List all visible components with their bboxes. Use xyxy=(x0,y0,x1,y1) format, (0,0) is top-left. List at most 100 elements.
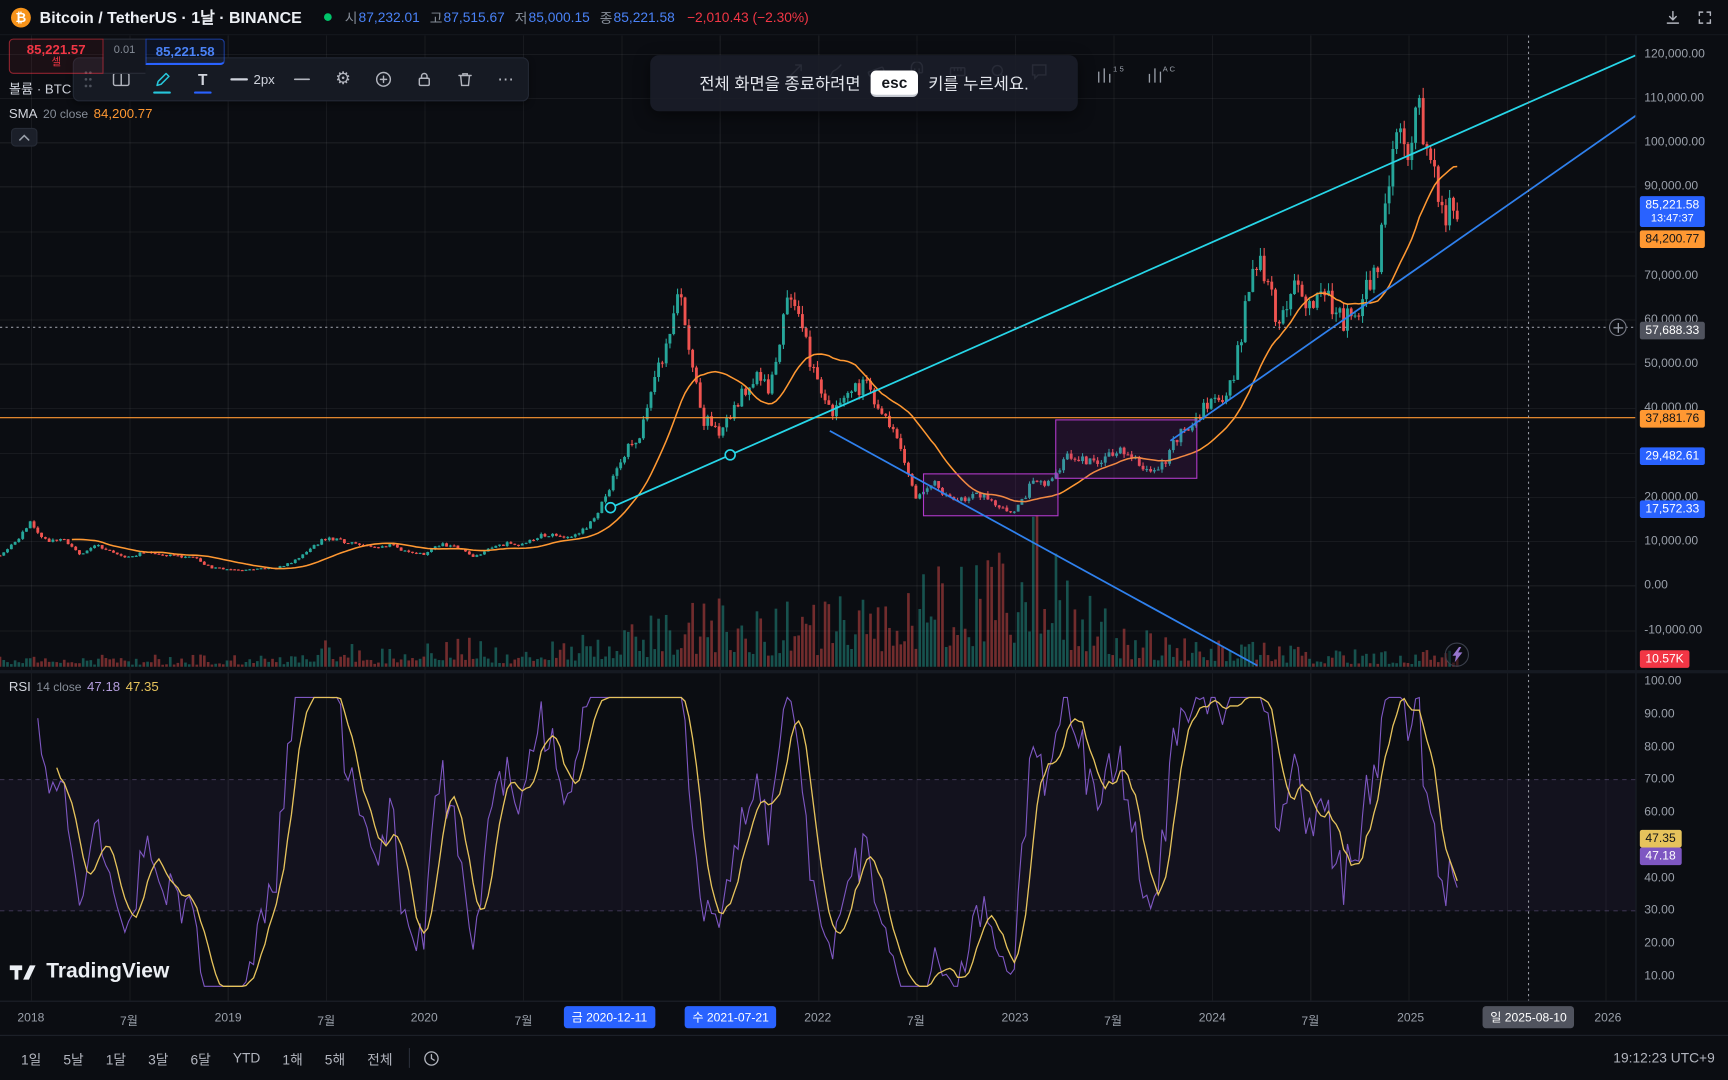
delete-button[interactable] xyxy=(452,63,478,96)
range-button-1일[interactable]: 1일 xyxy=(13,1044,49,1072)
realtime-button[interactable] xyxy=(419,1046,443,1070)
top-bar: ₿ Bitcoin / TetherUS · 1날 · BINANCE 시 87,… xyxy=(0,0,1728,36)
time-axis-label: 7월 xyxy=(119,1014,138,1029)
time-axis[interactable]: 2018 7월 2019 7월 2020 7월 2022 7월 2023 7월 2024 7월 2025… xyxy=(0,1000,1728,1035)
buy-button[interactable]: 85,221.58 xyxy=(145,38,225,66)
time-axis-label: 7월 xyxy=(906,1014,925,1029)
line-width-icon xyxy=(230,78,248,81)
time-axis-label: 2018 xyxy=(17,1011,45,1025)
time-axis-label: 7월 xyxy=(1301,1014,1320,1029)
lock-button[interactable] xyxy=(411,63,437,96)
buy-price: 85,221.58 xyxy=(155,43,215,59)
bar-pattern-15-button[interactable]: 1 5 xyxy=(1087,57,1129,94)
time-axis-label: 2023 xyxy=(1001,1011,1029,1025)
range-button-YTD[interactable]: YTD xyxy=(225,1047,268,1069)
more-button[interactable]: ⋯ xyxy=(493,63,519,96)
drawing-price-badge-low: 17,572.33 xyxy=(1639,500,1705,518)
time-axis-badge: 수 2021-07-21 xyxy=(684,1006,777,1029)
topbar-actions xyxy=(1661,5,1717,29)
price-axis[interactable]: 130,000.00120,000.00110,000.00100,000.00… xyxy=(1635,2,1728,1001)
rsi-value: 47.18 xyxy=(87,678,121,695)
price-change: −2,010.43 (−2.30%) xyxy=(686,9,809,25)
plus-icon xyxy=(1612,322,1623,333)
fullscreen-icon xyxy=(1698,10,1712,24)
time-axis-label: 2022 xyxy=(804,1011,832,1025)
ohlc-low: 저 85,000.15 xyxy=(514,9,590,27)
settings-button[interactable]: ⚙ xyxy=(330,63,356,96)
range-button-6달[interactable]: 6달 xyxy=(183,1044,219,1072)
range-button-5날[interactable]: 5날 xyxy=(56,1044,92,1072)
time-axis-label: 2026 xyxy=(1594,1011,1622,1025)
chart-canvas[interactable] xyxy=(0,35,1636,1001)
range-button-3달[interactable]: 3달 xyxy=(140,1044,176,1072)
svg-text:A C: A C xyxy=(1163,65,1175,74)
time-axis-badge: 금 2020-12-11 xyxy=(563,1006,655,1029)
clock-label[interactable]: 19:12:23 UTC+9 xyxy=(1613,1050,1715,1066)
sma-legend[interactable]: SMA 20 close 84,200.77 xyxy=(9,106,153,121)
rsi-ma-badge: 47.35 xyxy=(1639,829,1682,848)
rsi-axis-label: 10.00 xyxy=(1644,969,1675,984)
tradingview-logo-icon xyxy=(9,965,36,980)
pattern-buttons: 1 5 A C xyxy=(1087,57,1180,94)
fullscreen-toast: 전체 화면을 종료하려면 esc 키를 누르세요. xyxy=(650,55,1078,112)
time-axis-badge: 일 2025-08-10 xyxy=(1482,1006,1575,1029)
price-axis-label: 70,000.00 xyxy=(1644,268,1699,283)
market-status-dot xyxy=(323,13,332,21)
time-axis-label: 2019 xyxy=(214,1011,242,1025)
collapse-legend-button[interactable] xyxy=(11,127,38,147)
price-axis-label: 120,000.00 xyxy=(1644,47,1705,61)
line-style-button[interactable] xyxy=(289,63,315,96)
esc-keycap: esc xyxy=(870,69,919,97)
divider xyxy=(409,1048,411,1068)
alert-plus-icon xyxy=(376,71,392,87)
price-axis-label: 50,000.00 xyxy=(1644,357,1699,371)
lightning-icon xyxy=(1451,646,1462,663)
ohlc-open: 시 87,232.01 xyxy=(344,9,420,27)
rsi-name: RSI xyxy=(8,678,31,695)
bar-pattern-ac-button[interactable]: A C xyxy=(1137,57,1179,94)
pencil-button[interactable] xyxy=(149,63,175,96)
time-axis-label: 7월 xyxy=(317,1014,336,1029)
text-tool-icon: T xyxy=(198,70,208,89)
line-width-label: 2px xyxy=(253,71,275,88)
symbol-title[interactable]: Bitcoin / TetherUS · 1날 · BINANCE xyxy=(39,9,302,28)
price-axis-label: 110,000.00 xyxy=(1644,91,1705,105)
gear-icon: ⚙ xyxy=(335,69,352,89)
line-icon xyxy=(294,78,311,81)
range-button-전체[interactable]: 전체 xyxy=(359,1044,400,1072)
toast-text-suffix: 키를 누르세요. xyxy=(928,74,1029,94)
time-axis-label: 2025 xyxy=(1397,1011,1425,1025)
add-alert-button[interactable] xyxy=(371,63,397,96)
sell-button[interactable]: 85,221.57 셀 xyxy=(8,38,104,74)
pane-divider[interactable] xyxy=(0,670,1728,674)
btc-logo-icon: ₿ xyxy=(11,7,31,27)
range-button-5해[interactable]: 5해 xyxy=(317,1044,353,1072)
tradingview-logo[interactable]: TradingView xyxy=(9,959,169,985)
pencil-icon xyxy=(155,72,170,86)
axis-plus-button[interactable] xyxy=(1608,318,1627,337)
tradingview-logo-text: TradingView xyxy=(46,959,170,984)
price-axis-label: 90,000.00 xyxy=(1644,179,1699,193)
rsi-axis-label: 60.00 xyxy=(1644,805,1675,819)
drawing-price-badge-high: 29,482.61 xyxy=(1639,447,1705,466)
sell-price: 85,221.57 xyxy=(26,42,86,58)
range-selector: 1일 5날 1달 3달 6달 YTD 1해 5해 전체 xyxy=(13,1044,400,1072)
price-axis-label: 100,000.00 xyxy=(1644,135,1705,149)
volume-legend[interactable]: 볼륨 · BTC xyxy=(9,79,72,98)
hline-price-badge: 37,881.76 xyxy=(1639,409,1705,428)
text-tool-button[interactable]: T xyxy=(190,63,216,96)
fullscreen-button[interactable] xyxy=(1693,5,1717,29)
svg-text:1 5: 1 5 xyxy=(1113,65,1124,74)
rsi-axis-label: 20.00 xyxy=(1644,936,1675,950)
download-button[interactable] xyxy=(1661,5,1685,29)
clock-icon xyxy=(423,1050,439,1066)
rsi-axis-label: 70.00 xyxy=(1644,772,1675,786)
rsi-axis-label: 40.00 xyxy=(1644,871,1675,885)
range-button-1달[interactable]: 1달 xyxy=(98,1044,134,1072)
price-axis-label: 10,000.00 xyxy=(1644,534,1699,548)
quick-trade-button[interactable] xyxy=(1444,642,1470,667)
rsi-legend[interactable]: RSI 14 close 47.18 47.35 xyxy=(9,679,159,694)
time-axis-label: 7월 xyxy=(1104,1014,1123,1029)
line-width-button[interactable]: 2px xyxy=(230,63,275,96)
range-button-1해[interactable]: 1해 xyxy=(275,1044,311,1072)
